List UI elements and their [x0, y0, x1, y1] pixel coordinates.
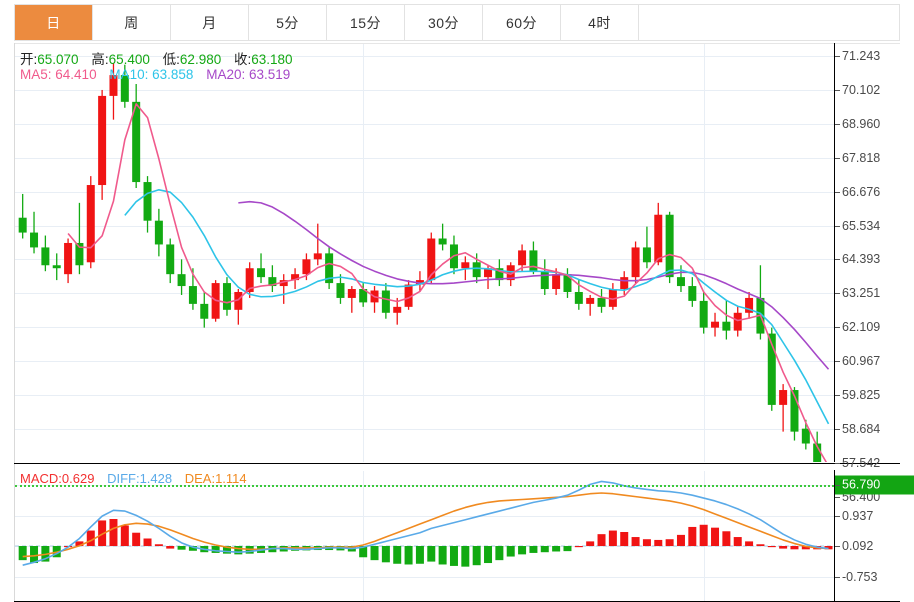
price-axis-label: 58.684 [842, 421, 881, 436]
period-tab-0[interactable]: 日 [15, 5, 93, 40]
price-axis-tick [835, 191, 840, 193]
price-plot[interactable] [15, 44, 834, 462]
price-gridline [15, 259, 834, 261]
price-axis-label: 57.542 [842, 455, 881, 470]
low-value: 62.980 [179, 52, 222, 67]
last-price-badge: 56.790 [835, 475, 914, 495]
ma-legend: MA5: 64.410 MA10: 63.858 MA20: 63.519 [20, 67, 299, 82]
price-gridline [15, 191, 834, 193]
price-gridline [15, 123, 834, 125]
price-axis-label: 66.676 [842, 184, 881, 199]
open-value: 65.070 [37, 52, 79, 67]
ma5-value: 64.410 [55, 67, 97, 82]
price-vertical-gridline [363, 44, 365, 462]
close-label: 收: [233, 52, 252, 67]
price-axis-tick [835, 259, 840, 261]
macd-axis-label: 0.092 [842, 539, 874, 553]
close-value: 63.180 [251, 52, 293, 67]
ma5-label: MA5: [20, 67, 52, 82]
price-axis-tick [835, 89, 840, 91]
price-axis-label: 65.534 [842, 218, 881, 233]
price-axis-tick [835, 462, 840, 464]
macd-legend: MACD:0.629 DIFF:1.428 DEA:1.114 [20, 471, 256, 486]
macd-label: MACD: [20, 471, 62, 486]
price-gridline [15, 225, 834, 227]
macd-axis-label: -0.753 [842, 569, 878, 584]
open-label: 开: [20, 52, 38, 67]
price-axis-tick [835, 395, 840, 396]
price-axis-tick [835, 496, 840, 498]
macd-axis-label: 0.937 [842, 508, 874, 523]
price-axis-label: 63.251 [842, 286, 881, 301]
ma10-value: 63.858 [152, 67, 194, 82]
price-axis-label: 71.243 [842, 49, 881, 63]
high-label: 高: [91, 52, 109, 67]
ma20-value: 63.519 [249, 67, 291, 82]
diff-value: 1.428 [139, 471, 173, 486]
price-axis-tick [835, 56, 840, 57]
price-axis-tick [835, 225, 840, 227]
price-axis-tick [835, 293, 840, 295]
dea-value: 1.114 [215, 471, 247, 486]
price-axis-label: 64.393 [842, 252, 881, 267]
price-axis-label: 62.109 [842, 320, 881, 335]
period-tab-filler [639, 5, 899, 40]
high-value: 65.400 [108, 52, 150, 67]
ma20-label: MA20: [206, 67, 246, 82]
price-gridline [15, 293, 834, 295]
price-gridline [15, 395, 834, 396]
price-gridline [15, 56, 834, 57]
macd-gridline [15, 515, 834, 517]
period-tab-5[interactable]: 30分 [405, 5, 483, 40]
period-tab-3[interactable]: 5分 [249, 5, 327, 40]
ma10-label: MA10: [109, 67, 149, 82]
price-axis-line [834, 43, 835, 462]
macd-axis-tick [835, 546, 840, 547]
left-axis-line [14, 43, 15, 602]
price-gridline [15, 157, 834, 159]
period-tab-4[interactable]: 15分 [327, 5, 405, 40]
price-axis-tick [835, 123, 840, 125]
price-vertical-gridline [703, 44, 705, 462]
macd-axis-line [834, 470, 835, 602]
panel-divider [14, 463, 900, 464]
price-gridline [15, 428, 834, 430]
macd-axis-tick [835, 485, 840, 486]
period-tab-1[interactable]: 周 [93, 5, 171, 40]
price-axis-tick [835, 361, 840, 363]
macd-vertical-gridline [363, 471, 365, 601]
price-gridline [15, 89, 834, 91]
price-axis-tick [835, 157, 840, 159]
price-gridline [15, 327, 834, 329]
low-label: 低: [162, 52, 180, 67]
period-tab-2[interactable]: 月 [171, 5, 249, 40]
diff-label: DIFF: [107, 471, 140, 486]
macd-plot[interactable] [15, 471, 834, 601]
period-tab-6[interactable]: 60分 [483, 5, 561, 40]
chart-frame: 开:65.070 高:65.400 低:62.980 收:63.180 MA5:… [0, 43, 914, 602]
quote-legend: 开:65.070 高:65.400 低:62.980 收:63.180 [20, 48, 302, 68]
top-rule [14, 43, 900, 44]
last-price-line [15, 485, 834, 488]
macd-value: 0.629 [61, 471, 95, 486]
price-axis-label: 59.825 [842, 388, 881, 402]
macd-gridline [15, 576, 834, 578]
price-axis-label: 70.102 [842, 82, 881, 97]
price-axis-label: 68.960 [842, 116, 881, 131]
price-axis-label: 67.818 [842, 150, 881, 165]
macd-axis-tick [835, 515, 840, 517]
price-axis-tick [835, 428, 840, 430]
price-axis-label: 60.967 [842, 354, 881, 369]
period-tab-7[interactable]: 4时 [561, 5, 639, 40]
dea-label: DEA: [184, 471, 216, 486]
price-gridline [15, 361, 834, 363]
price-axis-tick [835, 327, 840, 329]
macd-axis-tick [835, 576, 840, 578]
period-tab-bar: 日周月 5分 15分 30分 60分 4时 [14, 4, 900, 41]
